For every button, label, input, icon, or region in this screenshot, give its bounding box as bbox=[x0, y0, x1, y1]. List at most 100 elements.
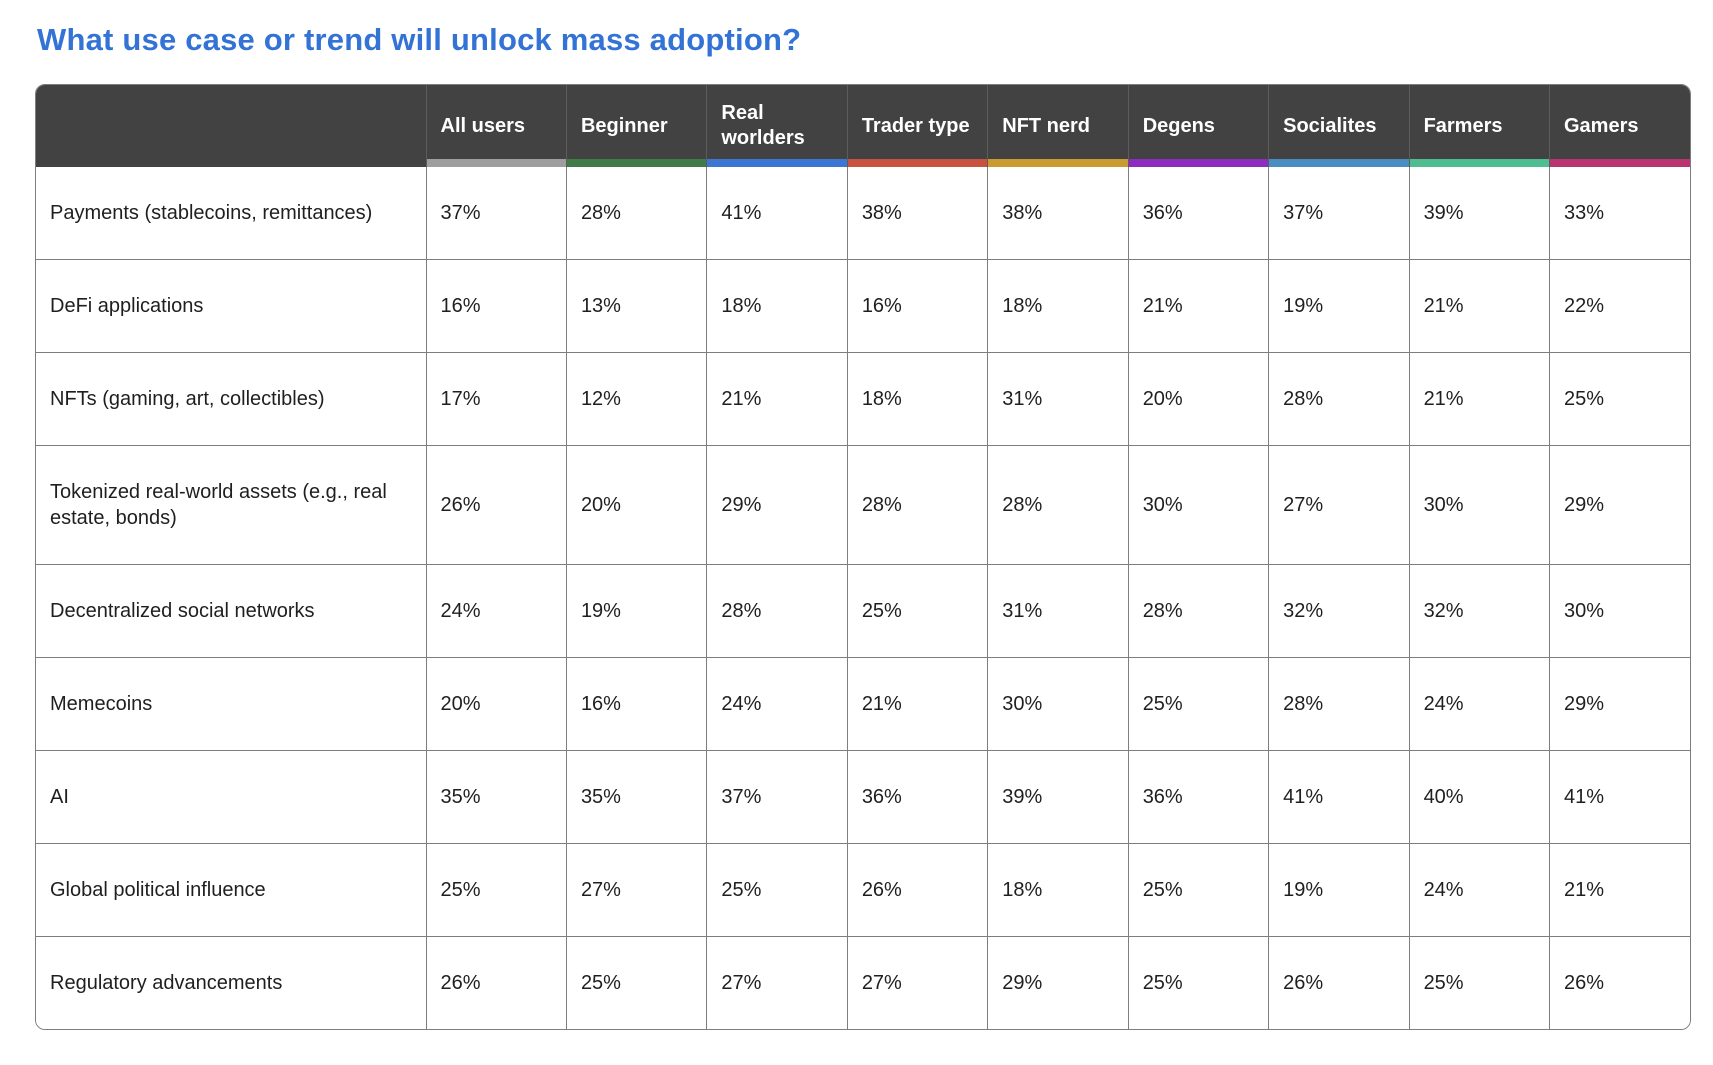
value-cell: 33% bbox=[1549, 167, 1690, 260]
value-cell: 30% bbox=[1408, 445, 1551, 565]
column-accent-bar bbox=[1409, 159, 1549, 167]
column-accent-bar bbox=[988, 159, 1128, 167]
value-cell: 28% bbox=[1268, 657, 1410, 751]
page-title: What use case or trend will unlock mass … bbox=[37, 22, 802, 57]
column-accent-bar bbox=[847, 159, 988, 167]
value-cell: 35% bbox=[565, 750, 708, 844]
value-cell: 27% bbox=[706, 936, 848, 1029]
value-cell: 16% bbox=[425, 259, 567, 353]
column-header-degens: Degens bbox=[1128, 85, 1270, 167]
column-header-label: Socialites bbox=[1283, 114, 1377, 137]
value-cell: 19% bbox=[565, 564, 708, 658]
row-label: Regulatory advancements bbox=[36, 936, 427, 1029]
column-accent-bar bbox=[566, 159, 707, 167]
table-row: Global political influence 25% 27% 25% 26% 18… bbox=[36, 843, 1690, 937]
value-cell: 30% bbox=[1127, 445, 1270, 565]
value-cell: 27% bbox=[565, 843, 708, 937]
value-cell: 39% bbox=[987, 750, 1129, 844]
table-row: AI 35% 35% 37% 36% 39% 36% 41% 40% 41% bbox=[36, 750, 1690, 844]
column-header-label: Trader type bbox=[861, 114, 970, 137]
value-cell: 39% bbox=[1408, 167, 1551, 260]
value-cell: 36% bbox=[1127, 167, 1270, 260]
value-cell: 25% bbox=[1549, 352, 1690, 446]
table-header: All users Beginner Real worlders Trader typ… bbox=[36, 85, 1690, 167]
value-cell: 25% bbox=[565, 936, 708, 1029]
value-cell: 26% bbox=[425, 936, 567, 1029]
value-cell: 24% bbox=[706, 657, 848, 751]
column-header-label: Beginner bbox=[580, 114, 668, 137]
value-cell: 28% bbox=[846, 445, 989, 565]
value-cell: 25% bbox=[846, 564, 989, 658]
value-cell: 41% bbox=[1549, 750, 1690, 844]
column-accent-bar bbox=[1550, 159, 1690, 167]
value-cell: 21% bbox=[1127, 259, 1270, 353]
value-cell: 28% bbox=[1268, 352, 1410, 446]
column-accent-bar bbox=[1269, 159, 1409, 167]
row-label: DeFi applications bbox=[36, 259, 427, 353]
column-accent-bar bbox=[426, 159, 566, 167]
value-cell: 20% bbox=[425, 657, 567, 751]
table-row: NFTs (gaming, art, collectibles) 17% 12% 21… bbox=[36, 352, 1690, 446]
table-row: DeFi applications 16% 13% 18% 16% 18% 21% 19% 21… bbox=[36, 259, 1690, 353]
value-cell: 21% bbox=[1549, 843, 1690, 937]
value-cell: 19% bbox=[1268, 843, 1410, 937]
survey-table-container: All users Beginner Real worlders Trader typ… bbox=[35, 84, 1691, 1030]
value-cell: 18% bbox=[846, 352, 989, 446]
value-cell: 29% bbox=[987, 936, 1129, 1029]
value-cell: 37% bbox=[706, 750, 848, 844]
value-cell: 25% bbox=[1127, 657, 1270, 751]
column-header-nft-nerd: NFT nerd bbox=[987, 85, 1129, 167]
value-cell: 24% bbox=[1408, 843, 1551, 937]
value-cell: 25% bbox=[706, 843, 848, 937]
value-cell: 30% bbox=[1549, 564, 1690, 658]
column-header-all-users: All users bbox=[426, 85, 567, 167]
column-header-label: Farmers bbox=[1423, 114, 1503, 137]
value-cell: 29% bbox=[706, 445, 848, 565]
value-cell: 19% bbox=[1268, 259, 1410, 353]
value-cell: 18% bbox=[987, 259, 1129, 353]
table-row: Payments (stablecoins, remittances) 37% 28… bbox=[36, 167, 1690, 260]
row-label: Tokenized real-world assets (e.g., real … bbox=[36, 445, 427, 565]
column-header-label: Degens bbox=[1142, 114, 1215, 137]
value-cell: 20% bbox=[1127, 352, 1270, 446]
value-cell: 18% bbox=[706, 259, 848, 353]
column-accent-bar bbox=[1128, 159, 1269, 167]
column-header-label: Gamers bbox=[1564, 114, 1639, 137]
value-cell: 27% bbox=[1268, 445, 1410, 565]
value-cell: 25% bbox=[425, 843, 567, 937]
row-label: AI bbox=[36, 750, 427, 844]
table-row: Regulatory advancements 26% 25% 27% 27% 29% 25… bbox=[36, 936, 1690, 1029]
row-label-header-cell bbox=[36, 85, 427, 167]
value-cell: 25% bbox=[1408, 936, 1551, 1029]
value-cell: 37% bbox=[1268, 167, 1410, 260]
value-cell: 30% bbox=[987, 657, 1129, 751]
value-cell: 28% bbox=[987, 445, 1129, 565]
value-cell: 20% bbox=[565, 445, 708, 565]
column-header-label: NFT nerd bbox=[1002, 114, 1091, 137]
column-header-gamers: Gamers bbox=[1549, 85, 1690, 167]
row-label: Payments (stablecoins, remittances) bbox=[36, 167, 427, 260]
row-label: NFTs (gaming, art, collectibles) bbox=[36, 352, 427, 446]
value-cell: 38% bbox=[846, 167, 989, 260]
value-cell: 35% bbox=[425, 750, 567, 844]
value-cell: 27% bbox=[846, 936, 989, 1029]
value-cell: 18% bbox=[987, 843, 1129, 937]
table-body: Payments (stablecoins, remittances) 37% 28… bbox=[36, 167, 1690, 1029]
value-cell: 26% bbox=[1549, 936, 1690, 1029]
value-cell: 25% bbox=[1127, 843, 1270, 937]
value-cell: 36% bbox=[1127, 750, 1270, 844]
value-cell: 26% bbox=[846, 843, 989, 937]
header-row: All users Beginner Real worlders Trader typ… bbox=[36, 85, 1690, 167]
value-cell: 17% bbox=[425, 352, 567, 446]
value-cell: 26% bbox=[1268, 936, 1410, 1029]
value-cell: 21% bbox=[706, 352, 848, 446]
value-cell: 31% bbox=[987, 352, 1129, 446]
table-row: Tokenized real-world assets (e.g., real … bbox=[36, 445, 1690, 565]
value-cell: 21% bbox=[846, 657, 989, 751]
value-cell: 26% bbox=[425, 445, 567, 565]
column-header-real-worlders: Real worlders bbox=[706, 85, 848, 167]
column-header-label: All users bbox=[440, 114, 525, 137]
row-label: Global political influence bbox=[36, 843, 427, 937]
value-cell: 28% bbox=[565, 167, 708, 260]
column-header-label: Real worlders bbox=[721, 102, 805, 149]
